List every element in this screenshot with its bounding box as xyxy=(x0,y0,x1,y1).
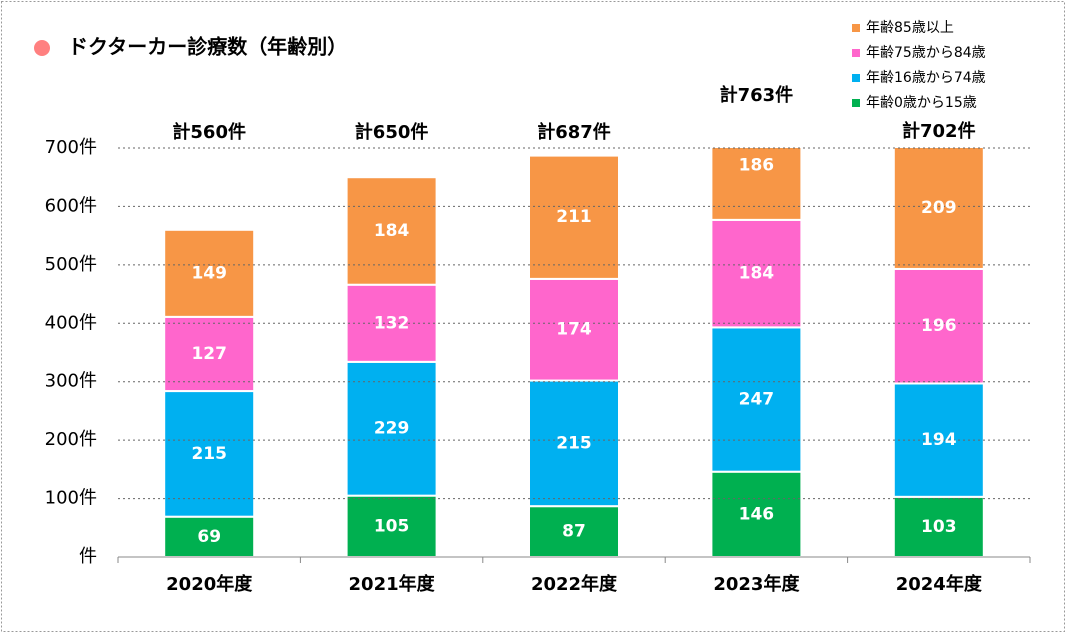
y-tick-label: 件 xyxy=(79,546,97,567)
bar-segment xyxy=(892,267,985,385)
value-label: 127 xyxy=(191,344,227,364)
bar-segment xyxy=(528,154,620,280)
chart-title: ドクターカー診療数（年齢別） xyxy=(68,35,347,59)
value-label: 105 xyxy=(374,516,410,536)
legend-swatch xyxy=(852,49,860,57)
total-label: 計687件 xyxy=(537,121,611,143)
legend-swatch xyxy=(852,24,860,32)
y-tick-label: 600件 xyxy=(45,195,97,216)
y-tick-label: 100件 xyxy=(45,488,97,509)
x-tick-label: 2021年度 xyxy=(349,573,436,595)
value-label: 215 xyxy=(191,444,227,464)
bar-segment xyxy=(528,379,620,508)
value-label: 215 xyxy=(556,433,592,453)
total-label: 計560件 xyxy=(172,121,246,143)
value-label: 146 xyxy=(739,504,775,524)
bar-segment xyxy=(163,515,256,558)
x-tick-label: 2023年度 xyxy=(713,573,800,595)
legend-label: 年齢75歳から84歳 xyxy=(866,45,986,61)
y-tick-label: 200件 xyxy=(45,429,97,450)
value-label: 209 xyxy=(921,198,957,218)
value-label: 247 xyxy=(739,390,775,410)
bars xyxy=(163,148,985,558)
value-label: 184 xyxy=(374,221,410,241)
value-label: 132 xyxy=(374,313,410,333)
legend-label: 年齢0歳から15歳 xyxy=(866,95,977,111)
x-tick-label: 2024年度 xyxy=(896,573,983,595)
value-label: 103 xyxy=(921,517,957,537)
y-tick-label: 700件 xyxy=(45,137,97,158)
bar-segment xyxy=(710,326,803,473)
value-label: 194 xyxy=(921,430,957,450)
bar-segment xyxy=(345,360,438,497)
y-tick-label: 400件 xyxy=(45,312,97,333)
x-tick-label: 2020年度 xyxy=(166,573,253,595)
total-label: 計763件 xyxy=(720,84,794,106)
bar-segment xyxy=(528,277,620,382)
legend-swatch xyxy=(852,99,860,107)
bar-segment xyxy=(710,148,803,221)
legend-label: 年齢16歳から74歳 xyxy=(866,70,986,86)
bar-segment xyxy=(528,505,620,558)
legend-label: 年齢85歳以上 xyxy=(866,20,954,36)
y-tick-label: 300件 xyxy=(45,371,97,392)
bar-segment xyxy=(163,228,256,318)
value-label: 186 xyxy=(739,156,775,176)
bar-segment xyxy=(163,390,256,518)
total-label: 計650件 xyxy=(355,121,429,143)
value-label: 196 xyxy=(921,316,957,336)
bar-segment xyxy=(892,148,985,270)
y-tick-label: 500件 xyxy=(45,254,97,275)
total-label: 計702件 xyxy=(902,120,976,142)
value-label: 174 xyxy=(556,320,592,340)
value-label: 211 xyxy=(556,207,592,227)
x-tick-label: 2022年度 xyxy=(531,573,618,595)
value-label: 69 xyxy=(197,527,221,547)
value-label: 229 xyxy=(374,419,410,439)
value-label: 87 xyxy=(562,522,586,542)
bar-segment xyxy=(345,176,438,286)
title-icon xyxy=(34,40,50,56)
value-label: 184 xyxy=(739,264,775,284)
legend-swatch xyxy=(852,74,860,82)
bar-segment xyxy=(163,315,256,393)
value-label: 149 xyxy=(191,263,227,283)
